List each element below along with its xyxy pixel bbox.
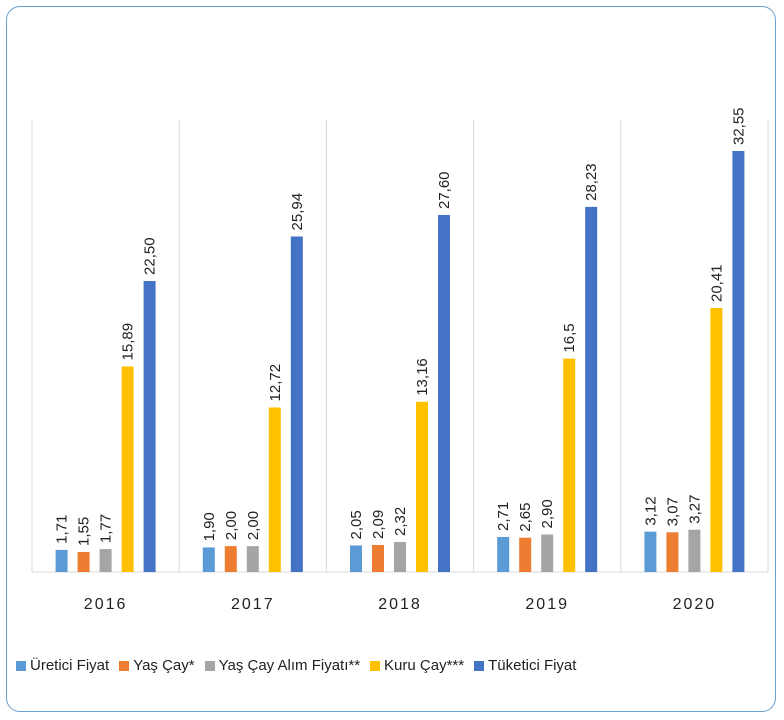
bar bbox=[497, 536, 510, 572]
bar bbox=[416, 401, 428, 572]
bar bbox=[99, 549, 112, 572]
x-tick-label: 2020 bbox=[673, 596, 717, 613]
bar bbox=[350, 545, 362, 572]
bar bbox=[541, 534, 554, 572]
data-label: 1,71 bbox=[54, 515, 71, 544]
bar bbox=[246, 546, 259, 572]
bar bbox=[394, 541, 406, 572]
data-label: 20,41 bbox=[708, 264, 725, 302]
bar bbox=[519, 537, 532, 572]
x-tick-label: 2018 bbox=[378, 596, 422, 613]
bar bbox=[688, 529, 701, 572]
x-tick-labels: 2016 2017 2018 2019 2020 bbox=[84, 596, 717, 613]
legend-label: Tüketici Fiyat bbox=[488, 657, 577, 674]
bar bbox=[202, 547, 215, 572]
data-labels-group: 1,71 1,55 1,77 15,89 22,50 1,90 2,00 2,00 12,72 2… bbox=[54, 107, 748, 545]
data-label: 3,27 bbox=[686, 495, 703, 524]
bar bbox=[224, 546, 237, 572]
bars-group bbox=[55, 151, 745, 573]
data-label: 2,05 bbox=[348, 510, 365, 539]
legend-label: Yaş Çay Alım Fiyatı** bbox=[218, 657, 361, 674]
bar bbox=[121, 366, 134, 572]
bar bbox=[644, 531, 657, 572]
data-label: 1,55 bbox=[76, 517, 93, 546]
data-label: 32,55 bbox=[730, 107, 747, 145]
data-label: 2,00 bbox=[245, 511, 262, 540]
x-tick-label: 2016 bbox=[84, 596, 128, 613]
legend-swatch bbox=[474, 660, 485, 671]
data-label: 2,65 bbox=[517, 503, 534, 532]
data-label: 2,71 bbox=[495, 502, 512, 531]
legend-item: Kuru Çay*** bbox=[370, 657, 464, 674]
bar bbox=[290, 236, 303, 572]
legend-item: Yaş Çay Alım Fiyatı** bbox=[204, 657, 361, 674]
bar bbox=[732, 151, 745, 572]
data-label: 2,00 bbox=[223, 511, 240, 540]
bar bbox=[666, 532, 679, 572]
data-label: 28,23 bbox=[583, 163, 600, 201]
data-label: 2,09 bbox=[370, 510, 387, 539]
legend-item: Yaş Çay* bbox=[119, 657, 195, 674]
bar bbox=[372, 544, 384, 572]
bar bbox=[563, 358, 576, 572]
data-label: 15,89 bbox=[120, 323, 137, 361]
bar bbox=[143, 280, 156, 572]
legend-swatch bbox=[370, 660, 381, 671]
x-tick-label: 2017 bbox=[231, 596, 275, 613]
legend-item: Üretici Fiyat bbox=[16, 657, 109, 674]
legend-label: Yaş Çay* bbox=[133, 657, 195, 674]
data-label: 12,72 bbox=[267, 364, 284, 402]
legend-label: Kuru Çay*** bbox=[384, 657, 465, 674]
chart-frame bbox=[6, 6, 776, 712]
legend-swatch bbox=[119, 660, 130, 671]
bar bbox=[710, 308, 723, 572]
data-label: 2,90 bbox=[539, 499, 556, 528]
legend: Üretici Fiyat Yaş Çay* Yaş Çay Alım Fiyatı… bbox=[16, 657, 576, 674]
legend-item: Tüketici Fiyat bbox=[474, 657, 576, 674]
legend-label: Üretici Fiyat bbox=[30, 657, 110, 674]
data-label: 27,60 bbox=[436, 171, 453, 209]
legend-swatch bbox=[16, 660, 26, 671]
bar bbox=[585, 206, 598, 573]
x-tick-label: 2019 bbox=[525, 596, 569, 613]
data-label: 16,5 bbox=[561, 323, 578, 352]
data-label: 25,94 bbox=[289, 193, 306, 231]
data-label: 3,07 bbox=[664, 497, 681, 526]
legend-swatch bbox=[204, 660, 215, 671]
data-label: 22,50 bbox=[142, 237, 159, 275]
bar bbox=[55, 549, 68, 572]
category-separators bbox=[31, 120, 769, 572]
bar bbox=[77, 551, 90, 572]
data-label: 3,12 bbox=[642, 496, 659, 525]
data-label: 2,32 bbox=[392, 507, 409, 536]
bar bbox=[268, 407, 281, 572]
data-label: 13,16 bbox=[414, 358, 431, 396]
data-label: 1,90 bbox=[201, 512, 218, 541]
bar bbox=[438, 215, 450, 572]
data-label: 1,77 bbox=[98, 514, 115, 543]
